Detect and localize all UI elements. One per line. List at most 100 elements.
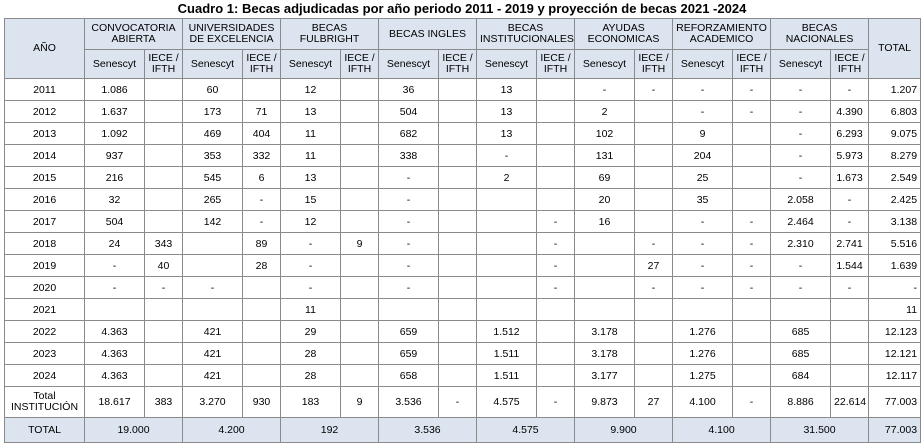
data-cell: 2 [476,166,537,189]
table-row: 2015 216 545 6 13-2 69 25-1.673 2.549 [4,166,922,189]
total-cell: 12.121 [868,342,922,365]
data-cell: 28 [280,342,341,365]
data-cell [340,100,379,123]
year-cell: 2022 [4,320,85,343]
data-cell: 332 [242,144,281,167]
data-cell: 102 [574,122,636,145]
year-cell: 2016 [4,188,85,211]
table-row: 2024 4.363 421 28 658 1.511 3.177 1.275 684 12.11… [4,364,922,387]
data-cell [438,342,477,365]
data-cell: 545 [182,166,243,189]
data-cell: - [770,166,832,189]
data-cell: - [634,232,674,255]
data-cell: - [144,276,183,299]
data-cell [476,232,537,255]
data-cell [340,78,379,101]
data-cell: - [830,276,870,299]
data-cell [438,144,477,167]
header-senescyt: Senescyt [182,49,243,79]
data-cell [535,100,576,123]
data-cell: 27 [634,254,674,277]
data-cell: 35 [672,188,734,211]
data-cell: - [438,386,477,418]
total-cell: 12.123 [868,320,922,343]
header-iece-ifth: IECE / IFTH [634,49,674,79]
data-cell [672,298,734,321]
data-cell: 265 [182,188,243,211]
data-cell: 22.614 [830,386,870,418]
data-cell: 421 [182,364,243,387]
data-cell [340,342,379,365]
data-cell: 89 [242,232,281,255]
data-cell: - [732,232,772,255]
data-cell: 2.058 [770,188,832,211]
data-cell [732,320,772,343]
data-cell [242,298,281,321]
header-senescyt: Senescyt [280,49,341,79]
data-cell [770,298,832,321]
data-cell: 142 [182,210,243,233]
header-senescyt: Senescyt [672,49,734,79]
data-cell: 4.100 [672,386,734,418]
data-cell: 9 [340,232,379,255]
data-cell: 3.178 [574,320,636,343]
year-cell: 2018 [4,232,85,255]
total-cell: 2.549 [868,166,922,189]
data-cell: 1.511 [476,342,537,365]
table-row: 2014 937 353 332 11 338-131 204-5.973 8.279 [4,144,922,167]
table-row: 2020- - - - - - - - - - - - [4,276,922,299]
data-cell [535,364,576,387]
data-cell: - [535,254,576,277]
data-cell: 504 [378,100,439,123]
table-row: 2012 1.637 173 71 13 504 13 2- - -4.390 6.803 [4,100,922,123]
data-cell: 1.092 [84,122,145,145]
data-cell [438,276,477,299]
data-cell: 29 [280,320,341,343]
data-cell: 930 [242,386,281,418]
data-cell: 1.544 [830,254,870,277]
data-cell [634,144,674,167]
year-cell: 2023 [4,342,85,365]
header-year: AÑO [4,18,85,79]
data-cell: - [535,210,576,233]
data-cell: 504 [84,210,145,233]
data-cell [535,144,576,167]
data-cell: 3.178 [574,342,636,365]
data-cell: 659 [378,342,439,365]
data-cell [732,298,772,321]
group-total-cell: 4.200 [182,417,281,443]
data-cell [732,364,772,387]
data-cell [144,144,183,167]
data-cell: 36 [378,78,439,101]
data-cell [340,254,379,277]
data-cell [144,100,183,123]
year-cell: 2024 [4,364,85,387]
data-cell: 13 [280,100,341,123]
total-cell: 6.803 [868,100,922,123]
total-cell: - [868,276,922,299]
total-institucion-label: Total INSTITUCIÓN [4,386,85,418]
data-cell: 131 [574,144,636,167]
data-cell: 1.511 [476,364,537,387]
header-iece-ifth: IECE / IFTH [830,49,870,79]
group-total-cell: 19.000 [84,417,183,443]
data-cell: 15 [280,188,341,211]
data-cell [535,320,576,343]
data-cell: - [242,210,281,233]
total-cell: 77.003 [868,386,922,418]
header-group: BECAS INSTITUCIONALES [475,18,576,50]
data-cell: - [378,188,439,211]
header-group: AYUDAS ECONOMICAS [574,18,674,50]
data-cell [144,122,183,145]
header-group: BECAS INGLES [378,18,477,50]
data-cell [438,78,477,101]
total-cell: 9.075 [868,122,922,145]
table-row: 2017 504 142-12- -16- -2.464-3.138 [4,210,922,233]
data-cell: - [732,78,772,101]
data-cell [242,320,281,343]
data-cell: - [280,254,341,277]
data-cell: 658 [378,364,439,387]
data-cell [340,122,379,145]
total-cell: 12.117 [868,364,922,387]
data-cell: 343 [144,232,183,255]
